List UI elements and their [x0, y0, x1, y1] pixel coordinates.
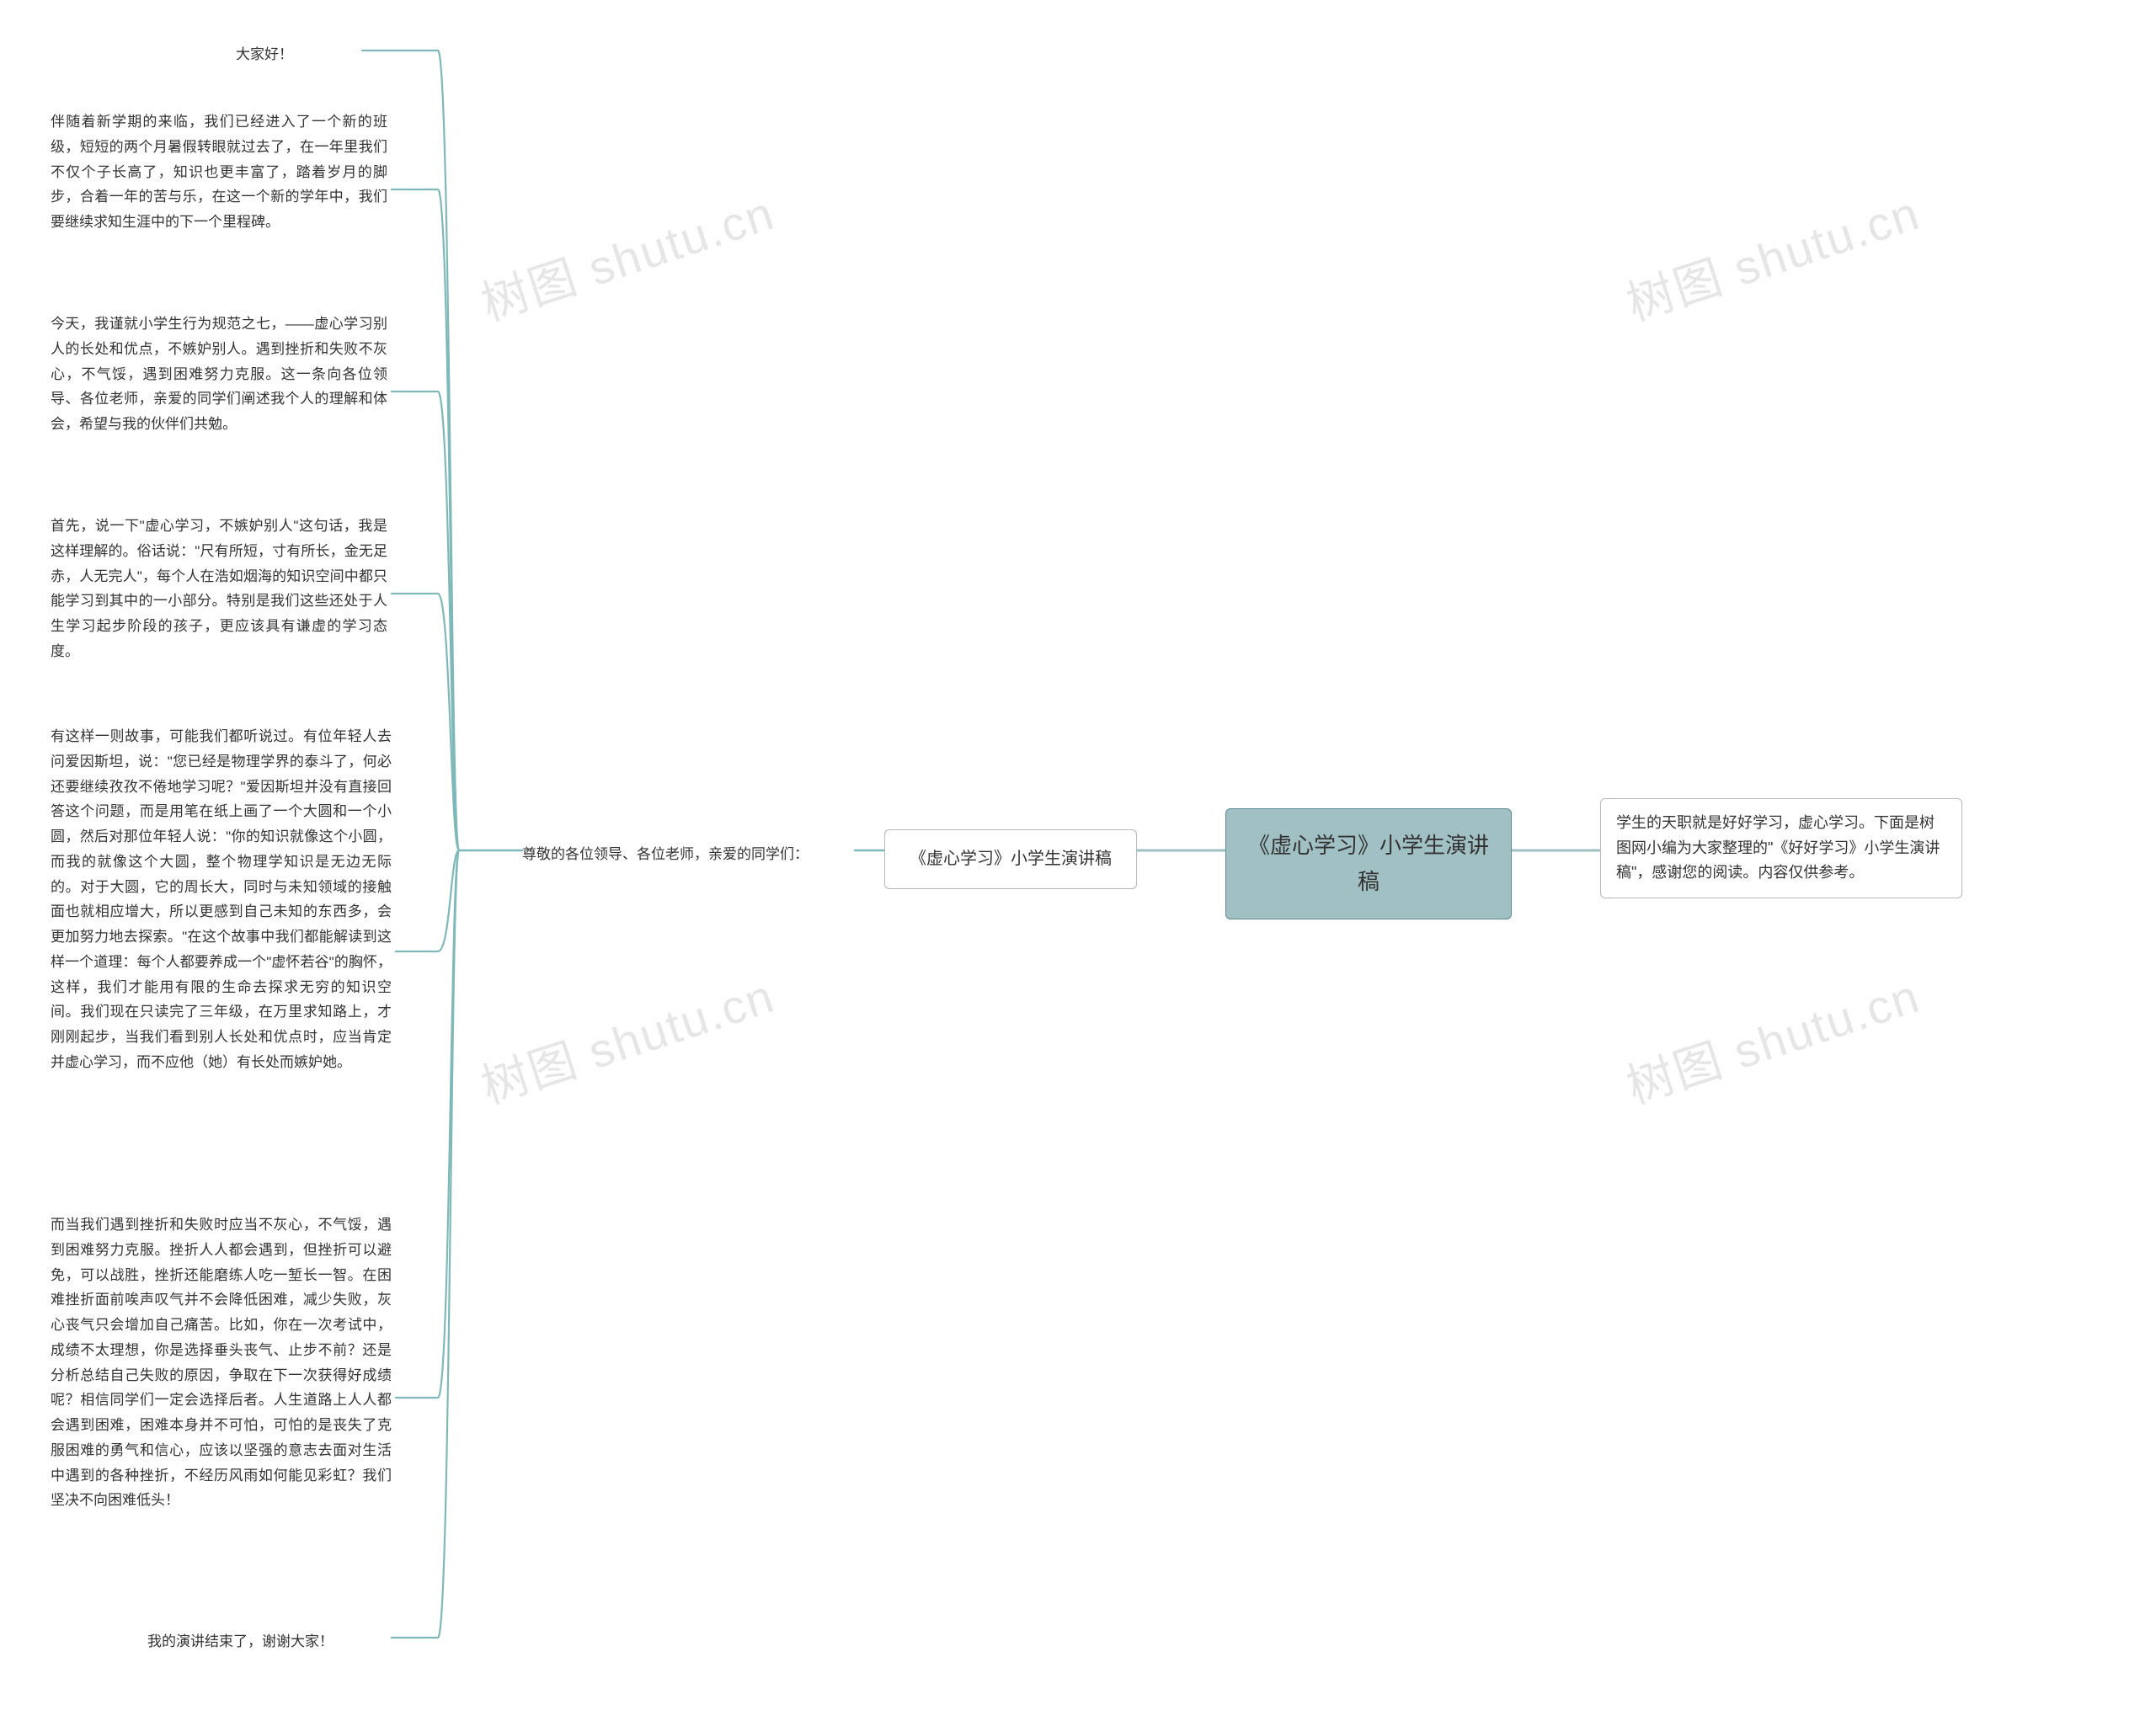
leaf-closing: 我的演讲结束了，谢谢大家！ [147, 1629, 400, 1654]
watermark: 树图 shutu.cn [1617, 175, 1928, 334]
leaf-paragraph: 今天，我谨就小学生行为规范之七，——虚心学习别人的长处和优点，不嫉妒别人。遇到挫… [51, 312, 387, 437]
mindmap-canvas: 树图 shutu.cn 树图 shutu.cn 树图 shutu.cn 树图 s… [0, 0, 2156, 1721]
subheader-text: 尊敬的各位领导、各位老师，亲爱的同学们： [522, 842, 867, 867]
root-node[interactable]: 《虚心学习》小学生演讲稿 [1225, 808, 1512, 919]
leaf-paragraph: 伴随着新学期的来临，我们已经进入了一个新的班级，短短的两个月暑假转眼就过去了，在… [51, 109, 387, 235]
leaf-paragraph: 而当我们遇到挫折和失败时应当不灰心，不气馁，遇到困难努力克服。挫折人人都会遇到，… [51, 1212, 392, 1513]
watermark: 树图 shutu.cn [1617, 958, 1928, 1117]
leaf-paragraph: 有这样一则故事，可能我们都听说过。有位年轻人去问爱因斯坦，说："您已经是物理学界… [51, 724, 392, 1075]
left-child-node[interactable]: 《虚心学习》小学生演讲稿 [884, 829, 1137, 889]
right-child-node[interactable]: 学生的天职就是好好学习，虚心学习。下面是树图网小编为大家整理的"《好好学习》小学… [1600, 798, 1962, 898]
leaf-greeting: 大家好！ [236, 42, 371, 67]
watermark: 树图 shutu.cn [472, 175, 782, 334]
watermark: 树图 shutu.cn [472, 958, 782, 1117]
leaf-paragraph: 首先，说一下"虚心学习，不嫉妒别人"这句话，我是这样理解的。俗话说："尺有所短，… [51, 514, 387, 664]
